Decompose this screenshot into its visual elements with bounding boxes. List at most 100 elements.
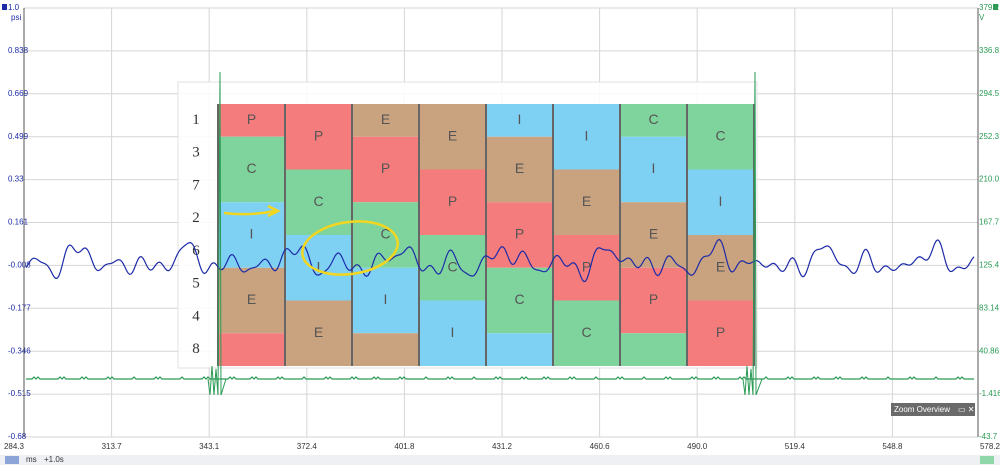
voltage-spike bbox=[742, 71, 763, 396]
phase-letter: C bbox=[715, 127, 725, 143]
phase-block bbox=[687, 300, 754, 366]
status-bar bbox=[0, 455, 1000, 465]
cylinder-label: 8 bbox=[192, 341, 200, 357]
phase-block bbox=[352, 267, 419, 334]
phase-letter: E bbox=[582, 193, 591, 209]
phase-letter: I bbox=[518, 111, 522, 127]
phase-letter: C bbox=[246, 160, 256, 176]
channel-a-marker bbox=[2, 4, 7, 10]
phase-letter: P bbox=[247, 111, 256, 127]
right-tick-label: 83.14 bbox=[979, 303, 1000, 312]
phase-letter: P bbox=[314, 127, 323, 143]
cylinder-label: 7 bbox=[192, 177, 200, 193]
phase-block bbox=[419, 300, 486, 366]
cylinder-label: 1 bbox=[192, 112, 200, 128]
phase-block bbox=[352, 202, 419, 268]
phase-block bbox=[620, 136, 687, 203]
phase-block bbox=[285, 300, 352, 366]
phase-letter: I bbox=[384, 291, 388, 307]
right-tick-label: 40.86 bbox=[979, 346, 1000, 355]
phase-letter: E bbox=[247, 291, 256, 307]
x-tick-label: 313.7 bbox=[102, 442, 123, 451]
left-tick-label: 0.669 bbox=[8, 89, 29, 98]
voltage-spike bbox=[207, 71, 227, 396]
cylinder-label: 3 bbox=[192, 145, 200, 161]
phase-letter: E bbox=[314, 324, 323, 340]
left-tick-label: -0.68 bbox=[8, 432, 27, 441]
x-tick-label: 343.1 bbox=[199, 442, 220, 451]
phase-block bbox=[553, 300, 620, 366]
x-tick-label: 490.0 bbox=[687, 442, 708, 451]
cylinder-label: 4 bbox=[192, 308, 200, 324]
pressure-trace bbox=[25, 238, 975, 283]
phase-letter: I bbox=[585, 127, 589, 143]
phase-block bbox=[218, 136, 285, 203]
phase-letter: P bbox=[448, 193, 457, 209]
phase-block bbox=[285, 104, 352, 170]
phase-letter: C bbox=[648, 111, 658, 127]
phase-letter: C bbox=[313, 193, 323, 209]
left-tick-label: -0.177 bbox=[8, 303, 31, 312]
right-tick-label: 125.4 bbox=[979, 261, 1000, 270]
left-tick-label: 0.33 bbox=[8, 175, 24, 184]
phase-block bbox=[486, 136, 553, 203]
channel-b-marker bbox=[993, 4, 998, 10]
phase-letter: C bbox=[380, 226, 390, 242]
scale-button[interactable] bbox=[5, 456, 19, 464]
phase-block bbox=[620, 104, 687, 137]
phase-block bbox=[620, 202, 687, 268]
arrow-head bbox=[267, 204, 281, 218]
phase-letter: P bbox=[515, 226, 524, 242]
zoom-overview-title: Zoom Overview bbox=[894, 405, 950, 414]
phase-block bbox=[553, 235, 620, 301]
phase-block bbox=[352, 136, 419, 203]
phase-block bbox=[419, 235, 486, 301]
phase-block bbox=[218, 104, 285, 137]
x-tick-label: 284.3 bbox=[4, 442, 25, 451]
circle-annotation bbox=[301, 220, 399, 276]
annotations bbox=[223, 204, 399, 276]
phase-letter: I bbox=[250, 226, 254, 242]
right-unit: V bbox=[979, 13, 985, 22]
x-tick-label: 401.8 bbox=[394, 442, 415, 451]
phase-letter: I bbox=[719, 193, 723, 209]
phase-letter: P bbox=[381, 160, 390, 176]
left-tick-label: -0.346 bbox=[8, 346, 31, 355]
phase-letter: I bbox=[652, 160, 656, 176]
left-tick-label: 1.0 bbox=[8, 3, 20, 12]
phase-block bbox=[486, 202, 553, 268]
left-tick-label: 0.161 bbox=[8, 218, 29, 227]
phase-block bbox=[553, 104, 620, 170]
scale-button[interactable] bbox=[980, 456, 994, 464]
x-tick-label: 431.2 bbox=[492, 442, 513, 451]
right-tick-label: 379.2 bbox=[979, 3, 1000, 12]
x-tick-label: 460.6 bbox=[590, 442, 611, 451]
phase-block bbox=[486, 104, 553, 137]
phase-block bbox=[419, 104, 486, 170]
right-tick-label: -1.416 bbox=[979, 389, 1000, 398]
cylinder-label: 2 bbox=[192, 210, 200, 226]
phase-letter: C bbox=[514, 291, 524, 307]
phase-block bbox=[687, 169, 754, 235]
x-tick-label: 519.4 bbox=[785, 442, 806, 451]
right-tick-label: 210.0 bbox=[979, 175, 1000, 184]
phase-block bbox=[218, 333, 285, 366]
phase-letter: E bbox=[649, 226, 658, 242]
right-tick-label: 252.3 bbox=[979, 132, 1000, 141]
phase-letter: P bbox=[582, 258, 591, 274]
phase-block bbox=[352, 104, 419, 137]
right-tick-label: 167.7 bbox=[979, 218, 1000, 227]
phase-block bbox=[687, 104, 754, 170]
x-tick-label: 548.8 bbox=[882, 442, 903, 451]
zoom-overview-bar[interactable] bbox=[891, 403, 975, 416]
right-tick-label: -43.7 bbox=[979, 432, 998, 441]
window-buttons[interactable]: ▭ ✕ bbox=[958, 405, 974, 414]
phase-block bbox=[620, 333, 687, 366]
left-tick-label: 0.838 bbox=[8, 46, 29, 55]
left-unit: psi bbox=[11, 13, 21, 22]
phase-letter: E bbox=[716, 258, 725, 274]
phase-block bbox=[285, 235, 352, 301]
x-unit: ms bbox=[26, 455, 37, 464]
cylinder-label: 5 bbox=[192, 276, 200, 292]
right-tick-label: 336.8 bbox=[979, 46, 1000, 55]
